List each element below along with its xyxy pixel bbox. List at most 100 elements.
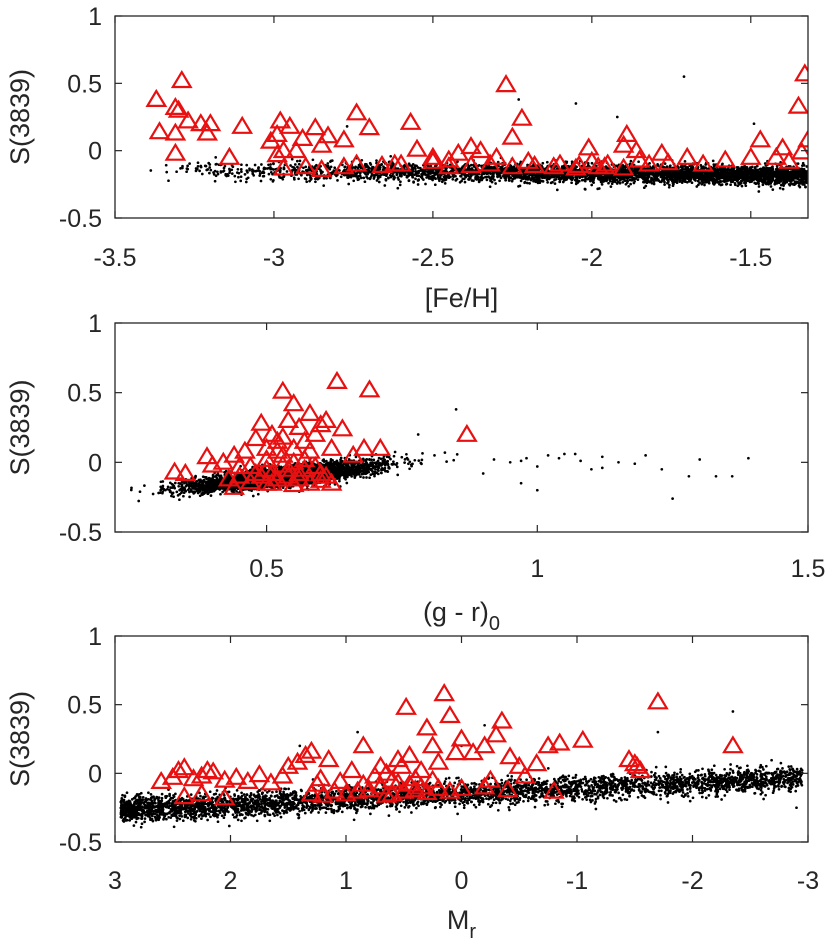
field-star-dot	[645, 181, 649, 185]
field-star-dot	[682, 171, 686, 175]
field-star-dot	[492, 165, 496, 169]
field-star-dot	[499, 166, 503, 170]
field-star-dot	[681, 175, 685, 178]
field-star-dot	[341, 163, 344, 167]
field-star-dot	[214, 163, 218, 166]
field-star-dot	[767, 167, 771, 171]
field-star-dot	[658, 172, 662, 176]
field-star-dot	[629, 182, 632, 186]
field-star-dot	[778, 170, 781, 174]
field-star-dot	[638, 173, 641, 176]
field-star-dot	[749, 177, 753, 180]
field-star-dot	[630, 178, 634, 182]
field-star-dot	[308, 174, 312, 177]
field-star-dot	[733, 182, 737, 185]
field-star-dot	[442, 178, 446, 182]
field-star-dot	[707, 180, 711, 183]
field-star-dot	[805, 178, 808, 182]
y-axis-label: S(3839)	[5, 69, 35, 165]
cn-strong-triangle	[479, 153, 501, 172]
field-star-dot	[519, 174, 522, 178]
cn-strong-triangle	[345, 102, 368, 121]
cn-strong-triangle	[285, 140, 308, 159]
field-star-dot	[357, 177, 361, 181]
field-star-dot	[676, 171, 679, 175]
field-star-dot	[416, 170, 420, 174]
field-star-dot	[605, 165, 608, 169]
field-star-dot	[590, 161, 594, 165]
field-star-dot	[240, 170, 243, 174]
cn-strong-triangle	[177, 110, 199, 129]
field-star-dot	[212, 173, 216, 176]
field-star-dot	[175, 170, 178, 174]
field-star-dot	[613, 180, 617, 184]
cn-strong-triangle	[771, 137, 794, 156]
field-star-dot	[485, 164, 489, 168]
field-star-dot	[652, 180, 656, 184]
field-star-dot	[414, 172, 418, 176]
panel-metallicity: -3.5 -3 -2.5 -2 -1.5-0.500.51S(3839)[Fe/H]	[5, 3, 809, 313]
field-star-dot	[600, 175, 603, 178]
field-star-dot	[199, 164, 203, 168]
field-star-dot	[753, 166, 757, 170]
field-star-dot	[632, 177, 636, 181]
field-star-dot	[490, 180, 494, 184]
field-star-dot	[470, 179, 474, 182]
field-star-dot	[701, 165, 704, 169]
field-star-dot	[624, 182, 628, 186]
field-star-dot	[267, 163, 270, 167]
field-star-dot	[644, 184, 648, 188]
field-star-dot	[525, 181, 529, 185]
field-star-dot	[467, 175, 471, 178]
field-star-dot	[586, 177, 590, 181]
field-star-dot	[690, 181, 694, 185]
field-star-dot	[527, 177, 530, 180]
field-star-dot	[759, 167, 763, 171]
cn-strong-triangle	[793, 63, 808, 82]
field-star-dot	[543, 176, 547, 180]
field-star-dot	[469, 163, 473, 167]
field-star-dot	[685, 176, 689, 179]
field-star-dot	[797, 173, 801, 176]
field-star-dot	[742, 177, 746, 181]
cn-strong-triangle	[765, 146, 788, 165]
field-star-dot	[414, 167, 417, 171]
field-star-dot	[333, 166, 337, 170]
field-star-dot	[356, 170, 360, 174]
field-star-dot	[373, 474, 376, 478]
field-star-dot	[504, 178, 508, 182]
field-star-dot	[774, 167, 778, 171]
field-star-dot	[691, 175, 694, 178]
field-star-dot	[490, 166, 494, 170]
cn-strong-triangle	[460, 135, 482, 155]
field-star-dot	[724, 173, 727, 176]
field-star-dot	[679, 169, 682, 173]
field-star-dot	[774, 179, 778, 182]
field-star-dot	[783, 170, 786, 173]
field-star-dot	[602, 179, 606, 183]
field-star-dot	[399, 171, 403, 174]
field-star-dot	[488, 185, 492, 189]
field-star-dot	[571, 177, 575, 180]
field-star-dot	[498, 173, 502, 177]
field-star-dot	[797, 184, 801, 188]
field-star-dot	[375, 179, 379, 182]
field-star-dot	[607, 181, 610, 185]
cn-strong-triangle	[164, 96, 187, 116]
field-star-dot	[302, 166, 305, 170]
field-star-dot	[799, 180, 803, 184]
field-star-dot	[775, 164, 779, 168]
field-star-dot	[674, 179, 678, 183]
field-star-dot	[769, 170, 772, 174]
field-star-dot	[597, 177, 601, 181]
field-star-dot	[352, 173, 356, 177]
field-star-dot	[509, 176, 513, 179]
field-star-dot	[272, 168, 275, 171]
field-star-dot	[570, 160, 574, 164]
field-star-dot	[455, 453, 459, 456]
field-star-dot	[370, 174, 373, 178]
field-star-dot	[167, 179, 170, 183]
field-star-dot	[668, 183, 671, 187]
field-star-dot	[293, 163, 297, 166]
field-star-dot	[635, 171, 639, 174]
